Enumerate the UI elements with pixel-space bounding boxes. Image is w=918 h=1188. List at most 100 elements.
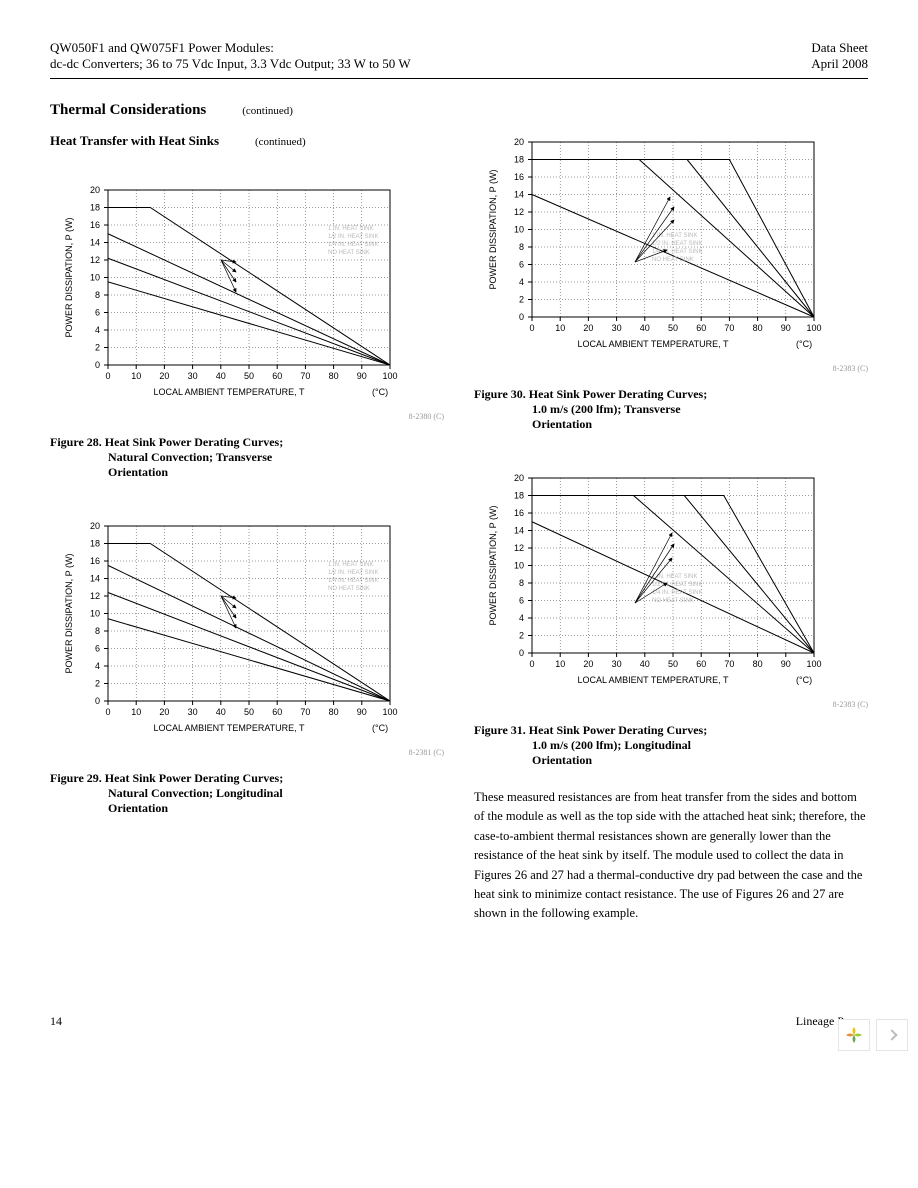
svg-text:2: 2: [519, 631, 524, 641]
svg-text:12: 12: [514, 207, 524, 217]
figure-31-chart: 010203040506070809010002468101214161820L…: [474, 468, 834, 698]
chevron-right-icon: [886, 1029, 897, 1040]
svg-text:10: 10: [555, 323, 565, 333]
svg-text:50: 50: [244, 707, 254, 717]
figure-30-caption-title: Figure 30.: [474, 387, 526, 401]
figure-28-chart: 010203040506070809010002468101214161820L…: [50, 180, 410, 410]
svg-text:10: 10: [90, 273, 100, 283]
figure-28-caption-line1: Heat Sink Power Derating Curves;: [105, 435, 283, 449]
svg-text:14: 14: [514, 526, 524, 536]
header-date: April 2008: [811, 56, 868, 72]
svg-text:1/4 IN. HEAT SINK: 1/4 IN. HEAT SINK: [328, 242, 378, 248]
right-column: 010203040506070809010002468101214161820L…: [474, 160, 868, 924]
svg-text:1/4 IN. HEAT SINK: 1/4 IN. HEAT SINK: [652, 249, 702, 255]
svg-text:0: 0: [529, 323, 534, 333]
svg-text:NO HEAT SINK: NO HEAT SINK: [328, 586, 370, 592]
svg-text:40: 40: [640, 659, 650, 669]
svg-text:8: 8: [95, 290, 100, 300]
svg-text:(°C): (°C): [372, 387, 388, 397]
svg-text:18: 18: [514, 491, 524, 501]
figure-29-caption-line2: Natural Convection; Longitudinal: [50, 786, 444, 801]
figure-29-caption-line3: Orientation: [50, 801, 444, 816]
svg-text:6: 6: [519, 260, 524, 270]
svg-text:1 IN. HEAT SINK: 1 IN. HEAT SINK: [328, 226, 373, 232]
svg-text:50: 50: [668, 659, 678, 669]
svg-text:(°C): (°C): [796, 339, 812, 349]
viewer-next-button[interactable]: [876, 1019, 908, 1051]
svg-text:1 IN. HEAT SINK: 1 IN. HEAT SINK: [652, 574, 697, 580]
svg-text:0: 0: [519, 312, 524, 322]
svg-text:0: 0: [95, 696, 100, 706]
svg-text:LOCAL AMBIENT TEMPERATURE, T: LOCAL AMBIENT TEMPERATURE, T: [577, 675, 729, 685]
svg-text:12: 12: [90, 255, 100, 265]
header-doc-type: Data Sheet: [811, 40, 868, 56]
left-column: 010203040506070809010002468101214161820L…: [50, 160, 444, 924]
figure-29-chart: 010203040506070809010002468101214161820L…: [50, 516, 410, 746]
svg-text:0: 0: [105, 707, 110, 717]
figure-30-caption-line1: Heat Sink Power Derating Curves;: [529, 387, 707, 401]
svg-text:30: 30: [188, 371, 198, 381]
page-number: 14: [50, 1014, 62, 1029]
page-header: QW050F1 and QW075F1 Power Modules: dc-dc…: [50, 40, 868, 72]
svg-text:8: 8: [519, 242, 524, 252]
figure-31-block: 010203040506070809010002468101214161820L…: [474, 468, 868, 768]
svg-text:16: 16: [90, 556, 100, 566]
viewer-widget: [838, 1019, 908, 1051]
svg-text:10: 10: [90, 609, 100, 619]
svg-text:10: 10: [131, 371, 141, 381]
svg-text:20: 20: [159, 371, 169, 381]
svg-text:1 IN. HEAT SINK: 1 IN. HEAT SINK: [328, 562, 373, 568]
svg-text:12: 12: [514, 543, 524, 553]
header-right: Data Sheet April 2008: [811, 40, 868, 72]
svg-text:18: 18: [514, 155, 524, 165]
svg-text:6: 6: [519, 596, 524, 606]
svg-text:NO HEAT SINK: NO HEAT SINK: [652, 598, 694, 604]
svg-text:0: 0: [95, 360, 100, 370]
svg-text:20: 20: [90, 185, 100, 195]
svg-text:70: 70: [300, 371, 310, 381]
svg-text:40: 40: [216, 707, 226, 717]
figure-30-caption-line2: 1.0 m/s (200 lfm); Transverse: [474, 402, 868, 417]
svg-text:40: 40: [640, 323, 650, 333]
figure-31-caption-line2: 1.0 m/s (200 lfm); Longitudinal: [474, 738, 868, 753]
svg-text:1/4 IN. HEAT SINK: 1/4 IN. HEAT SINK: [328, 578, 378, 584]
figure-30-code: 8-2383 (C): [474, 364, 868, 373]
svg-text:60: 60: [696, 659, 706, 669]
figure-31-code: 8-2383 (C): [474, 700, 868, 709]
svg-text:20: 20: [514, 137, 524, 147]
svg-text:60: 60: [696, 323, 706, 333]
svg-text:POWER DISSIPATION, P (W): POWER DISSIPATION, P (W): [488, 505, 498, 625]
svg-text:80: 80: [329, 371, 339, 381]
svg-text:12: 12: [90, 591, 100, 601]
svg-text:6: 6: [95, 308, 100, 318]
viewer-logo-icon[interactable]: [838, 1019, 870, 1051]
svg-text:30: 30: [188, 707, 198, 717]
svg-text:30: 30: [612, 659, 622, 669]
svg-text:50: 50: [244, 371, 254, 381]
figure-31-caption-line1: Heat Sink Power Derating Curves;: [529, 723, 707, 737]
header-title-line1: QW050F1 and QW075F1 Power Modules:: [50, 40, 411, 56]
header-left: QW050F1 and QW075F1 Power Modules: dc-dc…: [50, 40, 411, 72]
svg-text:LOCAL AMBIENT TEMPERATURE, T: LOCAL AMBIENT TEMPERATURE, T: [153, 387, 305, 397]
page-footer: 14 Lineage Power: [50, 1014, 868, 1029]
svg-text:90: 90: [781, 659, 791, 669]
svg-text:2: 2: [95, 679, 100, 689]
svg-text:10: 10: [514, 225, 524, 235]
svg-text:8: 8: [519, 578, 524, 588]
svg-text:16: 16: [90, 220, 100, 230]
figure-31-caption-title: Figure 31.: [474, 723, 526, 737]
figure-28-caption-line2: Natural Convection; Transverse: [50, 450, 444, 465]
svg-text:4: 4: [95, 661, 100, 671]
section-row: Thermal Considerations (continued): [50, 101, 868, 119]
svg-text:60: 60: [272, 707, 282, 717]
svg-text:1/2 IN. HEAT SINK: 1/2 IN. HEAT SINK: [652, 582, 702, 588]
figure-28-caption-line3: Orientation: [50, 465, 444, 480]
svg-text:20: 20: [159, 707, 169, 717]
section-continued: (continued): [242, 105, 293, 117]
svg-text:20: 20: [514, 473, 524, 483]
figure-30-chart: 010203040506070809010002468101214161820L…: [474, 132, 834, 362]
svg-text:70: 70: [300, 707, 310, 717]
subsection-continued: (continued): [255, 136, 306, 148]
svg-text:20: 20: [90, 521, 100, 531]
svg-text:70: 70: [724, 659, 734, 669]
